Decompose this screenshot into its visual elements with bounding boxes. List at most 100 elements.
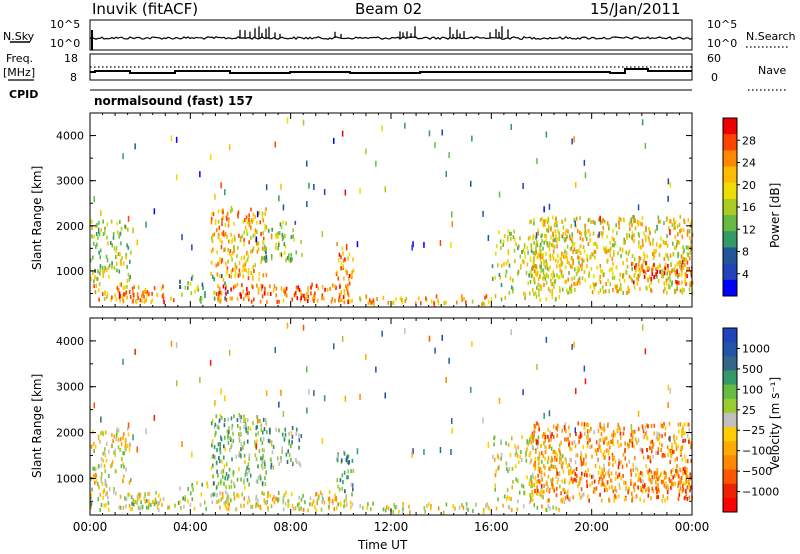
echo-cell bbox=[599, 274, 601, 279]
colorbar-swatch bbox=[723, 166, 737, 184]
echo-cell bbox=[500, 297, 503, 302]
echo-cell bbox=[682, 429, 684, 434]
echo-cell bbox=[119, 505, 122, 510]
echo-cell bbox=[602, 471, 604, 476]
echo-cell bbox=[213, 232, 216, 237]
echo-cell bbox=[262, 273, 265, 278]
echo-cell bbox=[681, 429, 683, 434]
echo-cell bbox=[686, 469, 688, 474]
echo-cell bbox=[665, 282, 668, 287]
echo-cell bbox=[538, 458, 540, 463]
echo-cell bbox=[610, 433, 613, 438]
echo-cell bbox=[372, 298, 375, 303]
echo-cell bbox=[387, 300, 390, 305]
echo-cell bbox=[376, 297, 378, 301]
echo-cell bbox=[545, 272, 548, 277]
echo-cell bbox=[235, 265, 238, 270]
echo-cell bbox=[105, 267, 108, 272]
echo-cell bbox=[302, 507, 305, 512]
echo-cell bbox=[520, 450, 522, 455]
echo-cell bbox=[263, 498, 266, 503]
echo-cell bbox=[614, 486, 617, 490]
echo-cell bbox=[552, 505, 554, 510]
echo-cell bbox=[631, 223, 633, 228]
echo-cell bbox=[661, 434, 663, 439]
echo-cell bbox=[601, 285, 604, 290]
echo-cell bbox=[278, 428, 280, 433]
echo-cell bbox=[345, 498, 348, 503]
echo-cell bbox=[536, 445, 539, 449]
echo-cell bbox=[669, 278, 671, 283]
echo-cell bbox=[653, 471, 656, 476]
echo-cell bbox=[580, 433, 583, 438]
echo-cell bbox=[111, 460, 114, 465]
echo-cell bbox=[230, 498, 232, 503]
echo-cell bbox=[674, 264, 676, 269]
echo-cell bbox=[277, 491, 280, 495]
echo-cell bbox=[288, 258, 290, 263]
echo-cell bbox=[556, 238, 558, 243]
echo-cell bbox=[281, 446, 283, 451]
echo-cell bbox=[654, 471, 657, 476]
echo-cell bbox=[405, 296, 408, 301]
echo-cell bbox=[359, 394, 361, 400]
echo-cell bbox=[118, 269, 121, 274]
echo-cell bbox=[235, 454, 238, 459]
echo-cell bbox=[667, 263, 669, 268]
echo-cell bbox=[234, 262, 237, 267]
echo-cell bbox=[551, 432, 553, 437]
echo-cell bbox=[254, 443, 257, 448]
echo-cell bbox=[296, 427, 298, 432]
echo-cell bbox=[490, 297, 493, 302]
echo-cell bbox=[684, 489, 687, 494]
echo-cell bbox=[536, 421, 538, 426]
echo-cell bbox=[484, 295, 486, 300]
echo-cell bbox=[347, 293, 350, 298]
echo-cell bbox=[679, 214, 682, 219]
echo-cell bbox=[617, 494, 620, 499]
echo-cell bbox=[226, 492, 229, 497]
echo-cell bbox=[146, 293, 148, 298]
echo-cell bbox=[122, 505, 125, 510]
echo-cell bbox=[102, 274, 105, 278]
echo-cell bbox=[123, 451, 125, 456]
echo-cell bbox=[603, 449, 606, 454]
echo-cell bbox=[613, 498, 616, 503]
echo-cell bbox=[589, 284, 592, 289]
echo-cell bbox=[682, 257, 685, 261]
echo-cell bbox=[508, 290, 511, 295]
echo-cell bbox=[555, 451, 557, 456]
echo-cell bbox=[634, 264, 637, 269]
echo-cell bbox=[556, 433, 558, 438]
echo-cell bbox=[689, 475, 692, 480]
echo-cell bbox=[276, 299, 278, 304]
echo-cell bbox=[533, 221, 535, 226]
echo-cell bbox=[221, 459, 223, 464]
echo-cell bbox=[602, 218, 604, 222]
echo-cell bbox=[557, 423, 559, 428]
echo-cell bbox=[402, 501, 404, 506]
echo-cell bbox=[564, 231, 567, 236]
echo-cell bbox=[512, 235, 515, 240]
echo-cell bbox=[582, 259, 585, 263]
echo-cell bbox=[622, 261, 624, 265]
echo-cell bbox=[224, 247, 226, 252]
echo-cell bbox=[268, 439, 271, 444]
echo-cell bbox=[563, 500, 566, 505]
echo-cell bbox=[100, 503, 103, 507]
echo-cell bbox=[657, 495, 659, 499]
echo-cell bbox=[367, 502, 369, 507]
echo-cell bbox=[510, 285, 513, 290]
echo-cell bbox=[652, 256, 655, 260]
echo-cell bbox=[275, 242, 277, 247]
echo-cell bbox=[298, 507, 300, 512]
echo-cell bbox=[637, 274, 639, 278]
echo-cell bbox=[596, 448, 599, 452]
echo-cell bbox=[557, 253, 559, 258]
echo-cell bbox=[579, 251, 582, 255]
echo-cell bbox=[543, 260, 545, 265]
echo-cell bbox=[576, 249, 578, 254]
echo-cell bbox=[612, 489, 615, 494]
echo-cell bbox=[559, 288, 561, 293]
